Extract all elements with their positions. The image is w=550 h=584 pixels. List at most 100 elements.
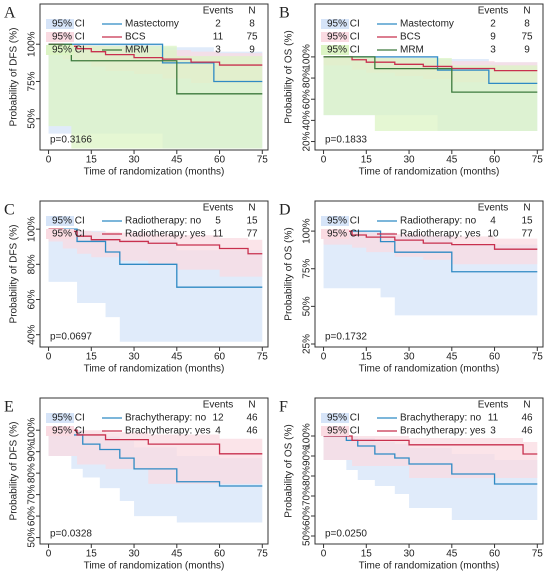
survival-curve <box>48 429 263 455</box>
x-tick-label: 45 <box>171 352 183 363</box>
y-tick-label: 60% <box>302 89 313 109</box>
legend-ci-label: 95% CI <box>327 19 360 30</box>
survival-curve <box>323 56 538 93</box>
panel-label: C <box>4 202 15 219</box>
y-tick-label: 100% <box>27 216 38 242</box>
panel-label: E <box>4 399 14 416</box>
ci-band <box>323 231 538 265</box>
legend-name: Brachytherapy: no <box>400 413 482 424</box>
legend-name: Radiotherapy: yes <box>125 229 206 240</box>
legend-n: 77 <box>521 229 533 240</box>
legend-n: 9 <box>249 45 255 56</box>
x-axis-title: Time of randomization (months) <box>359 561 500 572</box>
p-value: p=0.1833 <box>325 135 367 146</box>
x-tick-label: 0 <box>46 352 52 363</box>
panel-label: D <box>279 202 291 219</box>
legend-header: N <box>248 203 255 214</box>
legend-ci-swatch <box>321 413 349 423</box>
legend-ci-label: 95% CI <box>52 229 85 240</box>
y-tick-label: 80% <box>302 68 313 88</box>
legend-events: 3 <box>215 45 221 56</box>
legend-events: 9 <box>490 32 496 43</box>
x-tick-label: 0 <box>46 155 52 166</box>
legend-events: 11 <box>213 229 224 240</box>
legend-n: 8 <box>249 19 255 30</box>
x-tick-label: 15 <box>86 155 98 166</box>
legend-n: 75 <box>521 32 533 43</box>
x-axis-title: Time of randomization (months) <box>84 561 225 572</box>
x-tick-label: 75 <box>532 549 544 560</box>
y-tick-label: 40% <box>302 110 313 130</box>
y-axis-title: Probability of OS (%) <box>284 227 295 320</box>
y-tick-label: 25% <box>302 334 313 354</box>
legend-n: 15 <box>521 216 533 227</box>
legend-ci-swatch <box>46 19 74 29</box>
x-tick-label: 30 <box>403 549 415 560</box>
y-tick-label: 50% <box>302 296 313 316</box>
x-axis-title: Time of randomization (months) <box>84 167 225 178</box>
legend-name: Radiotherapy: no <box>125 216 202 227</box>
legend-ci-swatch <box>321 216 349 226</box>
legend-name: MRM <box>125 45 149 56</box>
x-tick-label: 15 <box>361 549 373 560</box>
x-tick-label: 45 <box>446 352 458 363</box>
y-tick-label: 80% <box>27 463 38 483</box>
legend-ci-swatch <box>46 32 74 42</box>
p-value: p=0.1732 <box>325 332 367 343</box>
ci-band <box>48 430 263 484</box>
legend-n: 8 <box>524 19 530 30</box>
x-tick-label: 30 <box>128 549 140 560</box>
legend-ci-label: 95% CI <box>52 216 85 227</box>
survival-curve <box>323 230 538 250</box>
legend-n: 9 <box>524 45 530 56</box>
y-tick-label: 80% <box>302 466 313 486</box>
y-tick-label: 100% <box>302 218 313 244</box>
panel-label: F <box>279 399 288 416</box>
x-tick-label: 15 <box>86 549 98 560</box>
plot-frame <box>314 3 544 151</box>
x-tick-label: 60 <box>214 549 226 560</box>
legend-ci-swatch <box>321 229 349 239</box>
legend-n: 46 <box>521 426 533 437</box>
legend-ci-label: 95% CI <box>327 32 360 43</box>
x-tick-label: 0 <box>321 549 327 560</box>
x-tick-label: 75 <box>257 352 269 363</box>
y-tick-label: 60% <box>27 289 38 309</box>
survival-curve <box>48 228 263 255</box>
ci-band <box>48 44 263 149</box>
legend-header: Events <box>203 203 234 214</box>
y-tick-label: 20% <box>302 131 313 151</box>
legend-events: 2 <box>215 19 221 30</box>
legend-ci-label: 95% CI <box>327 216 360 227</box>
legend-header: Events <box>478 203 509 214</box>
x-tick-label: 45 <box>171 155 183 166</box>
legend-ci-swatch <box>321 426 349 436</box>
x-tick-label: 15 <box>361 155 373 166</box>
y-axis-title: Probability of DFS (%) <box>9 28 20 127</box>
legend-ci-label: 95% CI <box>327 45 360 56</box>
survival-curve <box>323 230 538 273</box>
y-tick-label: 90% <box>27 442 38 462</box>
x-tick-label: 60 <box>489 352 501 363</box>
legend-ci-swatch <box>46 413 74 423</box>
x-axis-title: Time of randomization (months) <box>84 364 225 375</box>
legend-n: 46 <box>521 413 533 424</box>
legend-events: 10 <box>487 229 499 240</box>
y-tick-label: 50% <box>27 527 38 547</box>
p-value: p=0.3166 <box>50 135 92 146</box>
survival-curve <box>323 435 538 455</box>
x-tick-label: 75 <box>532 155 544 166</box>
x-tick-label: 45 <box>171 549 183 560</box>
legend-ci-label: 95% CI <box>327 229 360 240</box>
y-tick-label: 70% <box>27 485 38 505</box>
ci-band <box>323 436 538 478</box>
legend-events: 3 <box>490 45 496 56</box>
plot-frame <box>314 397 544 545</box>
legend-ci-swatch <box>46 45 74 55</box>
legend-ci-label: 95% CI <box>327 426 360 437</box>
legend-events: 2 <box>490 19 496 30</box>
legend-name: MRM <box>400 45 424 56</box>
x-tick-label: 75 <box>532 352 544 363</box>
x-tick-label: 60 <box>214 352 226 363</box>
